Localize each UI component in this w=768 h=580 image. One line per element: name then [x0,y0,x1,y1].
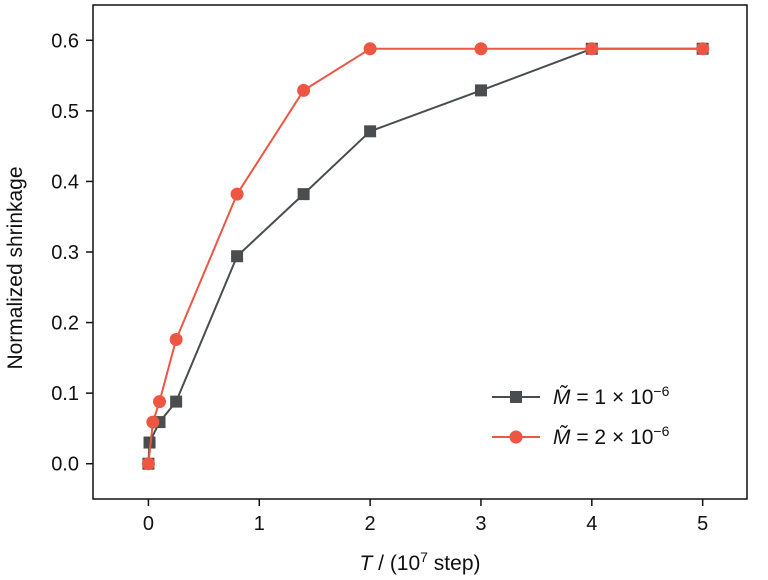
series-1-point [364,125,377,138]
series-2-point [169,333,183,347]
plot-frame [92,4,748,500]
legend-label-series-1: M̃ = 1 × 10−6 [553,383,670,409]
y-tick-label: 0.1 [51,383,79,405]
series-2-point [474,42,488,56]
series-2-line [147,47,703,464]
y-tick-label: 0.0 [51,454,79,476]
series-1-point [231,250,244,263]
x-axis-variable: T [359,552,374,575]
series-2-point [230,187,244,201]
tick-labels: 0 1 2 3 4 5 0.0 0.1 0.2 0.3 0.4 0.5 0.6 [51,30,708,535]
series-1-point [143,436,156,449]
legend-marker-series-1 [510,391,522,403]
x-tick-label: 2 [365,513,376,535]
legend-entry-series-1: M̃ = 1 × 10−6 [492,383,670,409]
x-axis-unit-prefix: / (10 [372,552,420,575]
x-tick-label: 0 [143,513,154,535]
x-axis-label: T / (107 step) [359,549,480,575]
series-1-point [297,188,310,201]
x-axis-unit-suffix: step) [428,552,481,575]
y-tick-label: 0.3 [51,242,79,264]
x-tick-label: 5 [697,513,708,535]
series-2-point [363,42,377,56]
series-1-line [147,47,703,464]
series-2-point [146,415,160,429]
series-2-point [153,395,167,409]
x-tick-label: 1 [254,513,265,535]
plot-area [92,4,748,500]
data-series [141,42,710,471]
legend-entry-series-2: M̃ = 2 × 10−6 [492,423,670,449]
legend-marker-series-2 [509,430,523,444]
series-1-point [474,84,487,97]
series-1-point [170,395,183,408]
legend-label-series-2: M̃ = 2 × 10−6 [553,423,670,449]
y-tick-label: 0.5 [51,101,79,123]
series-2-point [696,42,710,56]
y-axis-label: Normalized shrinkage [4,166,27,369]
axis-ticks [86,39,704,506]
y-tick-label: 0.4 [51,171,79,193]
series-2-point [585,42,599,56]
x-tick-label: 4 [586,513,597,535]
y-tick-label: 0.6 [51,30,79,52]
y-tick-label: 0.2 [51,313,79,335]
legend: M̃ = 1 × 10−6 M̃ = 2 × 10−6 [492,383,670,449]
x-axis-unit-exponent: 7 [420,549,428,565]
series-2-point [297,83,311,97]
x-tick-label: 3 [475,513,486,535]
series-2-point [141,457,155,471]
